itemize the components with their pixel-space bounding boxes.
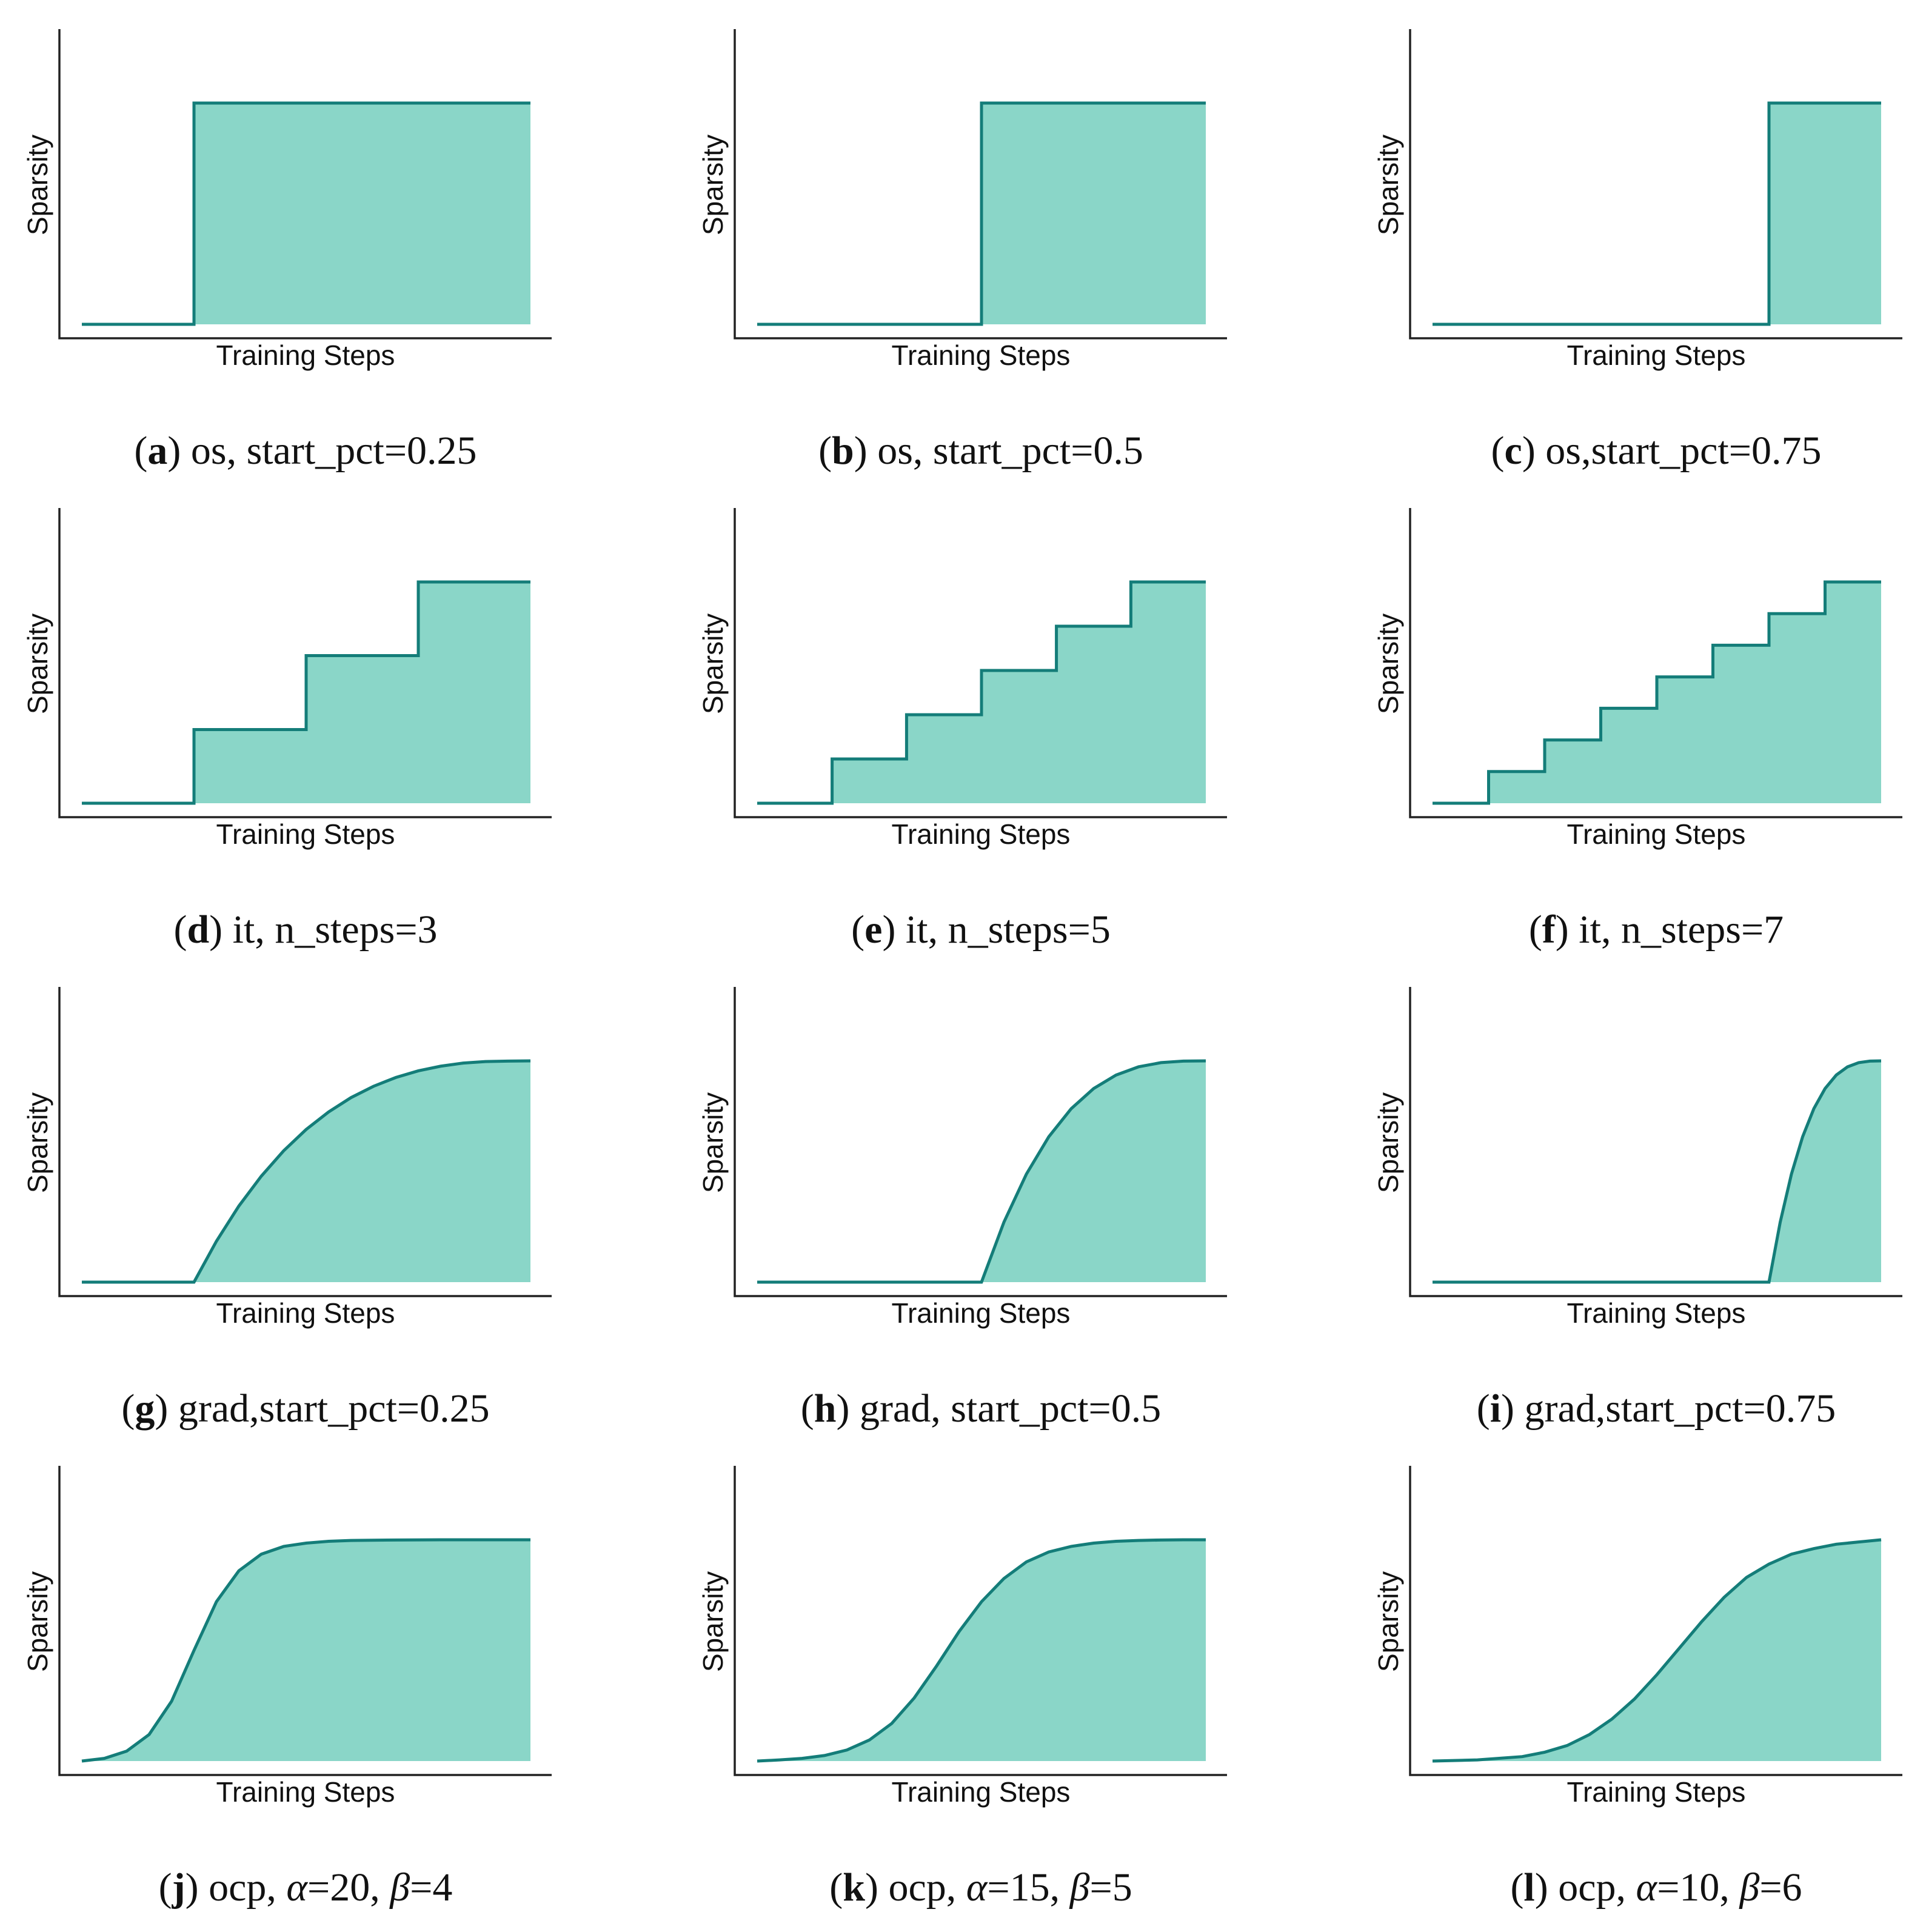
caption-letter-l: l (1523, 1865, 1534, 1910)
y-axis-label-h: Sparsity (697, 1092, 729, 1193)
y-axis-label-k: Sparsity (697, 1571, 729, 1672)
caption-f: (f) it, n_steps=7 (1529, 908, 1784, 952)
caption-b: (b) os, start_pct=0.5 (818, 429, 1143, 473)
panel-c: Training Steps Sparsity (c) os,start_pct=0… (1373, 29, 1902, 473)
panel-d: Training Steps Sparsity (d) it, n_steps=3 (22, 508, 552, 952)
y-axis-label-e: Sparsity (697, 613, 729, 714)
caption-letter-e: e (864, 908, 882, 952)
area-fill-l (1433, 1540, 1881, 1761)
area-fill-i (1433, 1061, 1881, 1282)
caption-d: (d) it, n_steps=3 (173, 908, 437, 952)
x-axis-label-l: Training Steps (1567, 1776, 1746, 1808)
series-line-e (757, 580, 1206, 805)
caption-letter-h: h (814, 1386, 837, 1431)
series-line-f (1433, 580, 1881, 805)
area-fill-j (82, 1540, 530, 1761)
panel-g: Training Steps Sparsity (g) grad,start_pct… (22, 987, 552, 1431)
x-axis-label-g: Training Steps (216, 1297, 395, 1329)
series-line-c (1433, 101, 1881, 326)
x-axis-label-a: Training Steps (216, 339, 395, 371)
x-axis-label-h: Training Steps (892, 1297, 1071, 1329)
axes-frame-f (1409, 508, 1902, 818)
axes-frame-i (1409, 987, 1902, 1297)
caption-letter-k: k (843, 1865, 865, 1910)
caption-letter-g: g (135, 1386, 155, 1431)
area-fill-g (82, 1061, 530, 1282)
panel-h: Training Steps Sparsity (h) grad, start_pc… (697, 987, 1227, 1431)
series-line-b (757, 101, 1206, 326)
series-line-j (81, 1538, 530, 1763)
area-fill-a (82, 103, 530, 324)
caption-letter-c: c (1505, 429, 1522, 473)
caption-e: (e) it, n_steps=5 (851, 908, 1111, 952)
y-axis-label-c: Sparsity (1373, 135, 1404, 235)
y-axis-label-l: Sparsity (1373, 1571, 1404, 1672)
axes-frame-h (734, 987, 1227, 1297)
y-axis-label-f: Sparsity (1373, 613, 1404, 714)
x-axis-label-e: Training Steps (892, 818, 1071, 850)
y-axis-label-a: Sparsity (22, 135, 53, 235)
caption-letter-i: i (1490, 1386, 1501, 1431)
x-axis-label-d: Training Steps (216, 818, 395, 850)
axes-frame-e (734, 508, 1227, 818)
panel-j: Training Steps Sparsity (j) ocp, α=20, β=4 (22, 1466, 552, 1910)
axes-frame-c (1409, 29, 1902, 339)
axes-frame-l (1409, 1466, 1902, 1776)
x-axis-label-i: Training Steps (1567, 1297, 1746, 1329)
caption-g: (g) grad,start_pct=0.25 (121, 1386, 489, 1431)
panel-e: Training Steps Sparsity (e) it, n_steps=5 (697, 508, 1227, 952)
caption-letter-d: d (187, 908, 209, 952)
panel-b: Training Steps Sparsity (b) os, start_pct=… (697, 29, 1227, 473)
x-axis-label-b: Training Steps (892, 339, 1071, 371)
x-axis-label-k: Training Steps (892, 1776, 1071, 1808)
y-axis-label-d: Sparsity (22, 613, 53, 714)
series-line-d (82, 580, 530, 805)
x-axis-label-c: Training Steps (1567, 339, 1746, 371)
axes-frame-a (58, 29, 552, 339)
caption-c: (c) os,start_pct=0.75 (1491, 429, 1822, 473)
axes-frame-b (734, 29, 1227, 339)
panel-l: Training Steps Sparsity (l) ocp, α=10, β=6 (1373, 1466, 1902, 1910)
panel-a: Training Steps Sparsity (a) os, start_pct=… (22, 29, 552, 473)
y-axis-label-g: Sparsity (22, 1092, 53, 1193)
area-fill-k (757, 1540, 1206, 1761)
axes-frame-d (58, 508, 552, 818)
axes-frame-k (734, 1466, 1227, 1776)
y-axis-label-i: Sparsity (1373, 1092, 1404, 1193)
caption-k: (k) ocp, α=15, β=5 (829, 1865, 1132, 1910)
series-line-g (82, 1059, 531, 1284)
caption-letter-a: a (147, 429, 167, 473)
panel-f: Training Steps Sparsity (f) it, n_steps=7 (1373, 508, 1902, 952)
area-fill-c (1433, 103, 1881, 324)
panel-i: Training Steps Sparsity (i) grad,start_pct… (1373, 987, 1902, 1431)
axes-frame-g (58, 987, 552, 1297)
axes-frame-j (58, 1466, 552, 1776)
area-fill-h (757, 1061, 1206, 1282)
caption-letter-b: b (832, 429, 854, 473)
caption-l: (l) ocp, α=10, β=6 (1510, 1865, 1802, 1910)
series-line-k (757, 1538, 1206, 1763)
series-line-l (1432, 1538, 1882, 1763)
series-line-i (1433, 1059, 1882, 1284)
series-line-a (82, 101, 530, 326)
caption-letter-j: j (172, 1865, 186, 1910)
caption-i: (i) grad,start_pct=0.75 (1477, 1386, 1836, 1431)
y-axis-label-b: Sparsity (697, 135, 729, 235)
panel-k: Training Steps Sparsity (k) ocp, α=15, β=5 (697, 1466, 1227, 1910)
y-axis-label-j: Sparsity (22, 1571, 53, 1672)
x-axis-label-f: Training Steps (1567, 818, 1746, 850)
caption-letter-f: f (1542, 908, 1556, 952)
series-line-h (757, 1059, 1206, 1284)
caption-a: (a) os, start_pct=0.25 (134, 429, 476, 473)
x-axis-label-j: Training Steps (216, 1776, 395, 1808)
caption-j: (j) ocp, α=20, β=4 (159, 1865, 453, 1910)
caption-h: (h) grad, start_pct=0.5 (801, 1386, 1161, 1431)
